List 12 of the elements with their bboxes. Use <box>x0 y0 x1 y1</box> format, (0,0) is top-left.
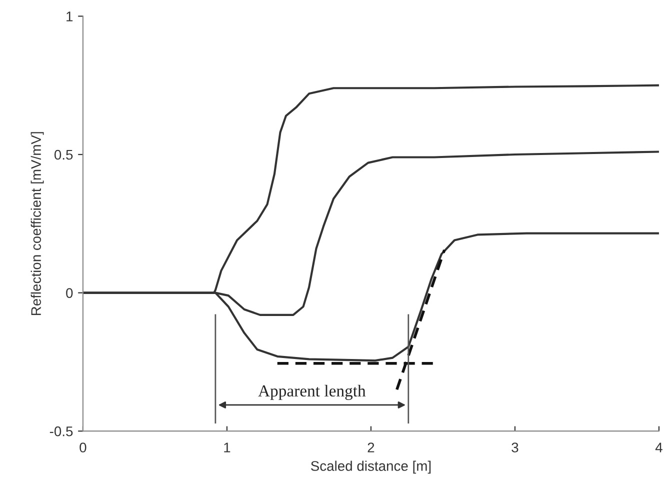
y-tick-label: -0.5 <box>50 426 73 436</box>
y-axis-title: Reflection coefficient [mV/mV] <box>30 132 44 316</box>
x-tick-label: 4 <box>655 442 662 452</box>
x-tick-label: 0 <box>80 442 86 452</box>
x-tick-label: 2 <box>368 442 374 452</box>
x-tick-label: 3 <box>512 442 518 452</box>
y-tick-label: 0.5 <box>54 150 73 160</box>
y-tick-label: 1 <box>66 12 73 22</box>
y-tick-label: 0 <box>66 288 73 298</box>
annotation: Apparent length <box>258 384 366 400</box>
x-tick-label: 1 <box>224 442 230 452</box>
x-axis-title: Scaled distance [m] <box>310 460 431 474</box>
